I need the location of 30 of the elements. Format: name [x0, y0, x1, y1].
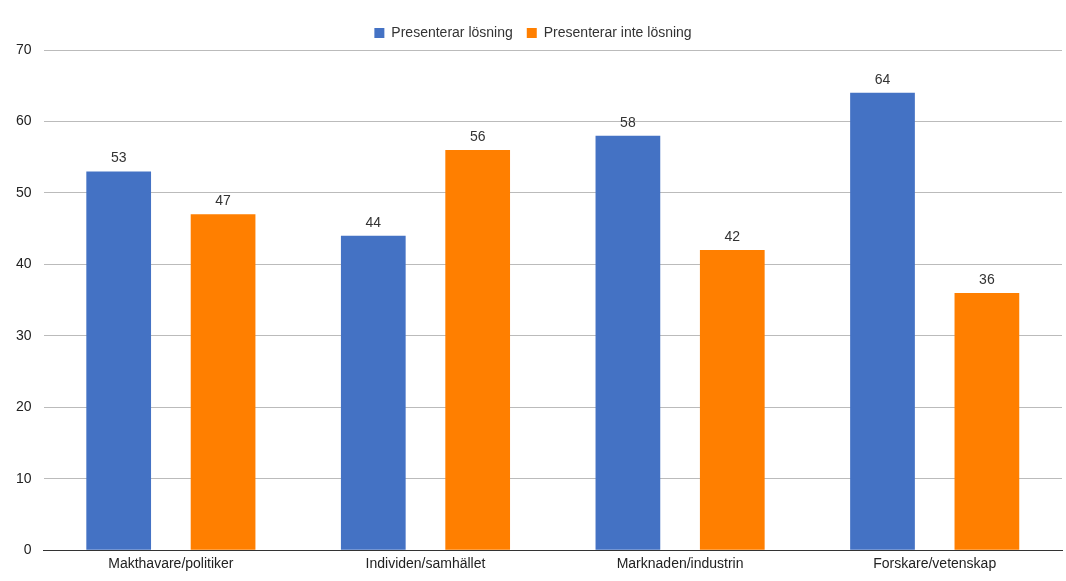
x-tick-label: Forskare/vetenskap — [873, 555, 997, 572]
data-label: 44 — [365, 213, 382, 230]
bar — [190, 214, 256, 550]
y-tick-label: 70 — [15, 40, 32, 57]
y-tick-label: 50 — [15, 183, 32, 200]
x-tick-label: Makthavare/politiker — [108, 555, 234, 572]
data-label: 42 — [724, 227, 741, 244]
bar — [850, 92, 915, 550]
legend-label: Presenterar lösning — [391, 23, 513, 40]
data-label: 58 — [620, 113, 636, 130]
bar — [595, 135, 661, 550]
bar — [86, 171, 152, 550]
y-tick-label: 60 — [15, 112, 32, 129]
y-tick-label: 10 — [15, 469, 32, 486]
y-tick-label: 30 — [15, 326, 32, 343]
y-tick-label: 40 — [15, 255, 32, 272]
x-tick-label: Marknaden/industrin — [616, 555, 744, 572]
legend-label: Presenterar inte lösning — [543, 23, 692, 40]
data-label: 47 — [215, 192, 232, 209]
bar — [340, 235, 406, 550]
bar — [699, 250, 765, 550]
y-tick-label: 20 — [15, 398, 32, 415]
data-label: 36 — [979, 270, 995, 287]
bar — [445, 150, 511, 550]
y-tick-label: 0 — [23, 541, 32, 558]
bar — [954, 292, 1020, 550]
x-tick-label: Individen/samhället — [365, 555, 486, 572]
data-label: 56 — [469, 127, 486, 144]
data-label: 64 — [874, 70, 891, 87]
data-label: 53 — [110, 149, 127, 166]
